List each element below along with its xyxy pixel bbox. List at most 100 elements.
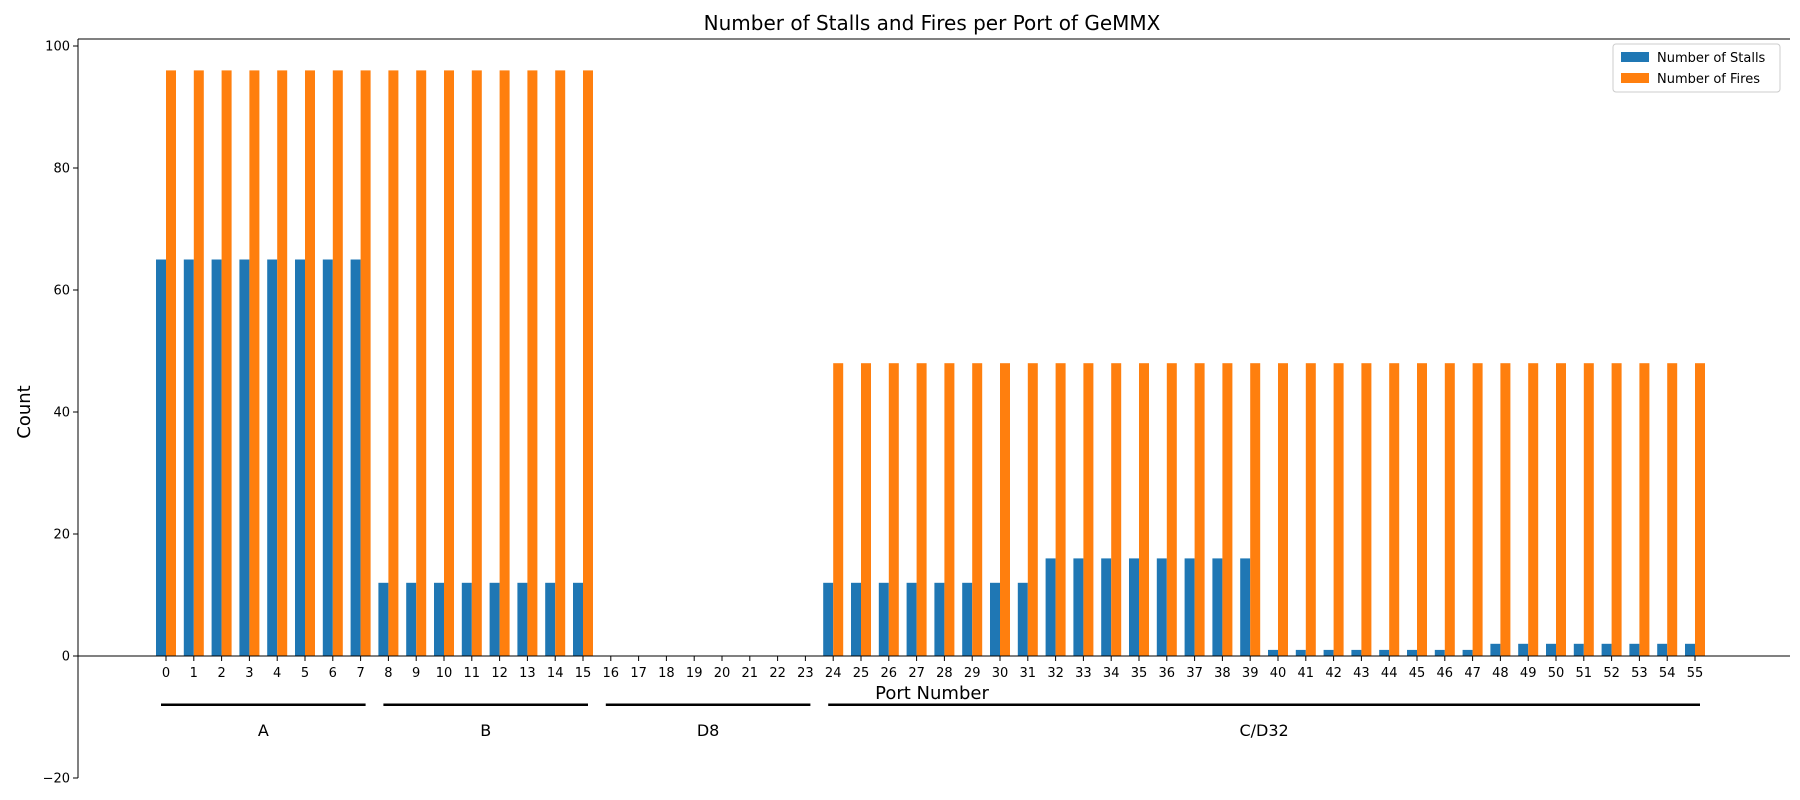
stall-bar xyxy=(1490,643,1501,656)
x-tick-label: 37 xyxy=(1186,666,1203,681)
x-tick-label: 26 xyxy=(881,666,898,681)
x-tick-label: 11 xyxy=(464,666,481,681)
y-tick-label: −20 xyxy=(43,772,70,787)
stall-bar xyxy=(1295,649,1306,656)
x-tick-label: 55 xyxy=(1687,666,1704,681)
fire-bar xyxy=(249,70,260,656)
x-tick-label: 35 xyxy=(1131,666,1148,681)
fire-bar xyxy=(1444,363,1455,656)
stall-bar xyxy=(1323,649,1334,656)
x-tick-label: 22 xyxy=(769,666,786,681)
fire-bar xyxy=(1667,363,1678,656)
x-tick-label: 44 xyxy=(1381,666,1398,681)
x-tick-label: 52 xyxy=(1603,666,1620,681)
x-tick-label: 13 xyxy=(519,666,536,681)
x-axis-label: Port Number xyxy=(875,683,989,704)
fire-bar xyxy=(1139,363,1149,656)
fire-bar xyxy=(1166,363,1177,656)
y-tick-label: 40 xyxy=(53,406,70,421)
stall-bar xyxy=(434,582,444,656)
fire-bar xyxy=(193,70,204,656)
y-axis-label: Count xyxy=(14,385,35,438)
x-tick-label: 7 xyxy=(356,666,364,681)
x-ticks: 0 1 2 3 4 5 6 7 8 9 10 11 12 13 14 15 16 17 18 19 20 21 22 23 24… xyxy=(162,656,1703,681)
fire-bar xyxy=(1417,363,1427,656)
x-tick-label: 54 xyxy=(1659,666,1676,681)
fire-bar xyxy=(1639,363,1650,656)
fire-bar xyxy=(1333,363,1344,656)
port-group-label: A xyxy=(258,721,269,740)
x-tick-label: 30 xyxy=(992,666,1009,681)
legend-swatch-fires xyxy=(1621,73,1649,83)
port-group-label: B xyxy=(480,721,491,740)
stall-bar xyxy=(1601,643,1612,656)
x-tick-label: 3 xyxy=(245,666,253,681)
x-tick-label: 20 xyxy=(714,666,731,681)
stall-bar xyxy=(489,582,500,656)
stall-bar xyxy=(990,582,1000,656)
stall-bar xyxy=(906,582,917,656)
x-tick-label: 50 xyxy=(1548,666,1565,681)
fire-bar xyxy=(305,70,315,656)
stall-bar xyxy=(1462,649,1473,656)
fire-bar xyxy=(1361,363,1372,656)
x-tick-label: 28 xyxy=(936,666,953,681)
y-ticks: −20 0 20 40 60 80 100 xyxy=(43,40,78,787)
stall-bar xyxy=(1129,558,1139,656)
stall-bar xyxy=(239,259,250,656)
x-tick-label: 49 xyxy=(1520,666,1537,681)
y-tick-label: 100 xyxy=(45,40,70,55)
stall-bar xyxy=(1546,643,1556,656)
stall-bar xyxy=(1407,649,1417,656)
fire-bar xyxy=(1055,363,1066,656)
stall-bar xyxy=(322,259,333,656)
stall-bar xyxy=(823,582,834,656)
fire-bar xyxy=(1528,363,1539,656)
x-tick-label: 6 xyxy=(329,666,337,681)
legend-label-stalls: Number of Stalls xyxy=(1657,51,1766,66)
x-tick-label: 14 xyxy=(547,666,564,681)
stall-bar xyxy=(1573,643,1584,656)
fire-bar xyxy=(444,70,454,656)
axes xyxy=(77,38,1790,778)
stall-bar xyxy=(1045,558,1056,656)
fire-bar xyxy=(1083,363,1094,656)
x-tick-label: 25 xyxy=(853,666,870,681)
y-tick-label: 80 xyxy=(53,162,70,177)
fire-bar xyxy=(1389,363,1400,656)
x-tick-label: 8 xyxy=(384,666,392,681)
fire-bar xyxy=(166,70,176,656)
port-group-label: D8 xyxy=(697,721,720,740)
x-tick-label: 18 xyxy=(658,666,675,681)
fire-bar xyxy=(555,70,566,656)
stall-bar xyxy=(461,582,472,656)
legend-label-fires: Number of Fires xyxy=(1657,72,1760,87)
fire-bar xyxy=(1611,363,1622,656)
fire-bar xyxy=(1583,363,1594,656)
x-tick-label: 51 xyxy=(1576,666,1593,681)
stall-bar xyxy=(517,582,528,656)
port-group-label: C/D32 xyxy=(1239,721,1288,740)
stall-bar xyxy=(1212,558,1223,656)
bars xyxy=(156,70,1705,656)
fire-bar xyxy=(1305,363,1316,656)
fire-bar xyxy=(972,363,983,656)
chart-title: Number of Stalls and Fires per Port of G… xyxy=(704,11,1161,35)
x-tick-label: 53 xyxy=(1631,666,1648,681)
x-tick-label: 48 xyxy=(1492,666,1509,681)
stall-bar xyxy=(267,259,278,656)
y-tick-label: 20 xyxy=(53,528,70,543)
port-groups: A B D8 C/D32 xyxy=(161,703,1700,740)
fire-bar xyxy=(499,70,510,656)
x-tick-label: 16 xyxy=(603,666,620,681)
x-tick-label: 17 xyxy=(630,666,647,681)
fire-bar xyxy=(1278,363,1288,656)
legend: Number of Stalls Number of Fires xyxy=(1612,43,1781,93)
x-tick-label: 41 xyxy=(1298,666,1315,681)
stall-bar xyxy=(1657,643,1668,656)
stall-bar xyxy=(1379,649,1390,656)
fire-bar xyxy=(332,70,343,656)
stall-bar xyxy=(1240,558,1251,656)
fire-bar xyxy=(861,363,871,656)
stall-bar xyxy=(1156,558,1167,656)
